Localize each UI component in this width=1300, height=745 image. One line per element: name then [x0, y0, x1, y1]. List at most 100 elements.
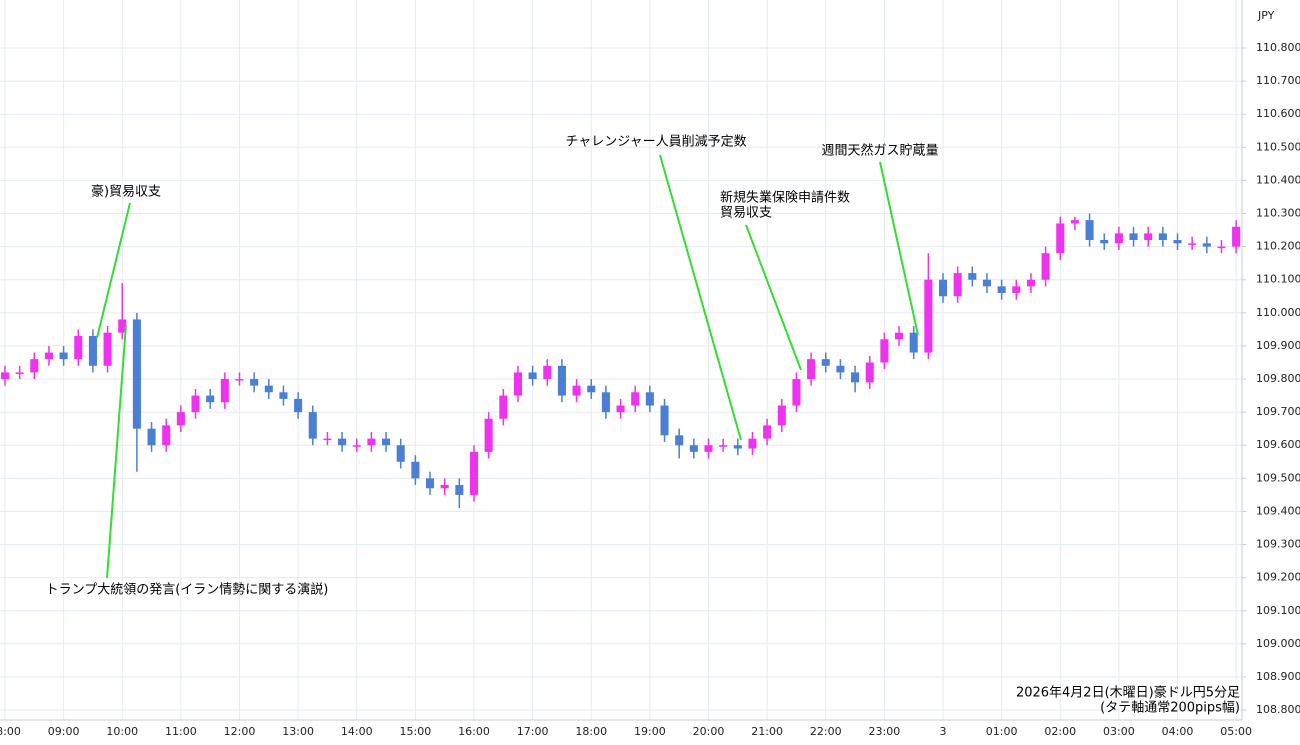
candle-body [631, 392, 640, 406]
annotation-text: チャレンジャー人員削減予定数 [565, 134, 746, 150]
candle-body [895, 332, 904, 340]
candle-body [1114, 233, 1123, 244]
candle-body [235, 379, 244, 381]
annotation-text: 新規失業保険申請件数 [720, 190, 850, 206]
candle-body [352, 445, 361, 447]
candle-body [733, 445, 742, 449]
candle-body [880, 339, 889, 363]
annotation-text: トランプ大統領の発言(イラン情勢に関する演説) [46, 582, 329, 598]
candle-body [543, 365, 552, 380]
candle-body [645, 392, 654, 406]
y-tick-label: 110.500 [1256, 140, 1300, 153]
x-tick-label: 03:00 [1103, 725, 1135, 738]
x-tick-label: 22:00 [810, 725, 842, 738]
candle-body [1188, 243, 1197, 245]
candle-body [147, 428, 156, 446]
candle-body [909, 332, 918, 353]
y-tick-label: 110.600 [1256, 107, 1300, 120]
x-tick-label: 09:00 [48, 725, 80, 738]
candle-body [176, 412, 185, 426]
candle-body [59, 352, 68, 360]
candle-body [1041, 253, 1050, 280]
candle-body [719, 445, 728, 447]
candle-body [279, 392, 288, 399]
candle-body [455, 484, 464, 495]
y-tick-label: 109.400 [1256, 504, 1300, 517]
y-tick-label: 109.500 [1256, 471, 1300, 484]
candle-body [440, 484, 449, 489]
candle-body [792, 379, 801, 406]
candle-body [528, 372, 537, 380]
candle-body [982, 279, 992, 287]
candle-body [821, 359, 830, 366]
y-tick-label: 109.900 [1256, 339, 1300, 352]
x-tick-label: 05:00 [1220, 725, 1252, 738]
candle-body [1012, 286, 1021, 293]
candle-body [953, 273, 962, 297]
candle-body [1100, 240, 1109, 244]
annotation-text: 貿易収支 [720, 206, 772, 221]
x-tick-label: 20:00 [693, 725, 725, 738]
candle-body [0, 372, 10, 380]
candle-body [513, 372, 522, 396]
candle-body [382, 438, 391, 446]
candle-body [206, 395, 215, 403]
candle-body [1085, 220, 1094, 240]
candle-body [557, 365, 566, 396]
candle-body [1070, 220, 1079, 224]
candle-body [601, 392, 610, 413]
candle-body [807, 359, 816, 380]
candle-body [572, 385, 581, 396]
candle-body [367, 438, 376, 446]
candle-body [777, 405, 786, 426]
candle-body [689, 445, 698, 452]
y-tick-label: 109.000 [1256, 637, 1300, 650]
x-tick-label: 3 [940, 725, 947, 738]
y-tick-label: 110.100 [1256, 273, 1300, 286]
x-tick-label: 11:00 [165, 725, 197, 738]
candle-body [499, 395, 508, 419]
candle-body [968, 273, 977, 280]
candles [0, 213, 1241, 509]
x-tick-label: 04:00 [1162, 725, 1194, 738]
y-tick-label: 110.400 [1256, 173, 1300, 186]
annotation-line [659, 154, 742, 441]
x-tick-label: 15:00 [400, 725, 432, 738]
candle-body [1173, 240, 1182, 244]
y-tick-label: 109.600 [1256, 438, 1300, 451]
x-tick-label: 21:00 [751, 725, 783, 738]
annotation-line [745, 224, 802, 371]
candle-body [748, 438, 757, 449]
candle-body [411, 461, 420, 479]
candle-body [1056, 223, 1065, 254]
x-tick-label: 08:00 [0, 725, 21, 738]
candle-body [587, 385, 596, 393]
y-tick-label: 110.200 [1256, 240, 1300, 253]
candle-body [1129, 233, 1138, 240]
y-tick-label: 108.900 [1256, 670, 1300, 683]
candle-body [323, 438, 332, 441]
candle-body [1217, 246, 1226, 249]
candle-body [1202, 243, 1211, 247]
y-tick-label: 109.200 [1256, 571, 1300, 584]
x-tick-label: 18:00 [575, 725, 607, 738]
x-tick-label: 01:00 [986, 725, 1018, 738]
candle-body [74, 336, 83, 360]
candle-body [191, 395, 200, 413]
candle-body [103, 332, 112, 366]
candle-body [660, 405, 669, 436]
candle-body [616, 405, 625, 413]
candle-body [1026, 279, 1035, 287]
candle-body [675, 435, 684, 446]
x-tick-label: 02:00 [1044, 725, 1076, 738]
annotation-text: 週間天然ガス貯蔵量 [821, 143, 938, 159]
grid [0, 0, 1242, 720]
x-tick-label: 19:00 [634, 725, 666, 738]
candle-body [220, 379, 229, 403]
candle-body [924, 279, 933, 353]
annotation-line [106, 324, 127, 579]
x-tick-label: 16:00 [458, 725, 490, 738]
candle-body [88, 336, 97, 366]
